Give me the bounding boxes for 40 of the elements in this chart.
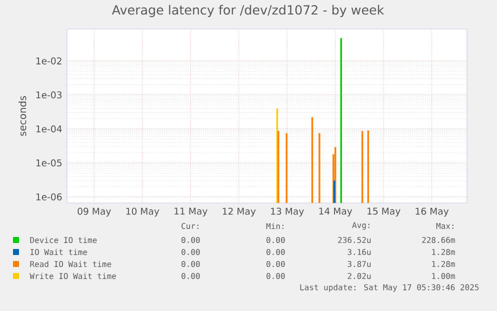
y-tick-label: 1e-02 [36, 57, 62, 64]
text: 0.00 [266, 248, 285, 256]
x-tick-label: 14 May [319, 208, 352, 216]
legend-label: Write IO Wait time [30, 272, 116, 280]
y-tick-label: 1e-06 [36, 193, 62, 200]
text: 228.66m [422, 236, 455, 244]
text: 0.00 [182, 260, 200, 268]
text: 0.00 [182, 272, 200, 280]
text: Cur: [182, 222, 198, 230]
text: 236.52u [338, 236, 371, 244]
text: 2.02u [348, 272, 371, 280]
x-tick-label: 13 May [271, 208, 304, 217]
y-axis-title: seconds [18, 96, 26, 136]
text: Last update: Sat May 17 05:30:46 2025 [300, 284, 479, 292]
text: Max: [436, 223, 454, 229]
text: 0.00 [182, 248, 200, 256]
y-tick-label: 1e-03 [36, 91, 62, 98]
legend-label: Device IO time [30, 236, 97, 244]
text: 1.28m [432, 260, 455, 268]
x-tick-label: 11 May [174, 208, 208, 216]
y-tick-label: 1e-05 [36, 159, 62, 166]
text: 1.00m [432, 272, 455, 280]
x-tick-label: 09 May [78, 208, 111, 217]
text: 3.87u [348, 260, 371, 268]
legend-label: IO Wait time [30, 248, 88, 256]
text: Avg: [352, 222, 370, 230]
text: 0.00 [266, 260, 285, 268]
x-tick-label: 10 May [126, 208, 160, 217]
text: 3.16u [348, 248, 371, 256]
text: 0.00 [182, 236, 200, 244]
x-tick-label: 15 May [368, 208, 400, 216]
x-tick-label: 12 May [222, 208, 256, 217]
x-tick-label: 16 May [416, 208, 449, 217]
text: 0.00 [266, 272, 285, 280]
chart-title: Average latency for /dev/zd1072 - by week [112, 4, 384, 18]
legend-label: Read IO Wait time [30, 260, 112, 268]
text: 1.28m [432, 248, 455, 256]
y-tick-label: 1e-04 [36, 125, 62, 132]
text: Min: [266, 222, 284, 230]
text: 0.00 [266, 236, 285, 244]
